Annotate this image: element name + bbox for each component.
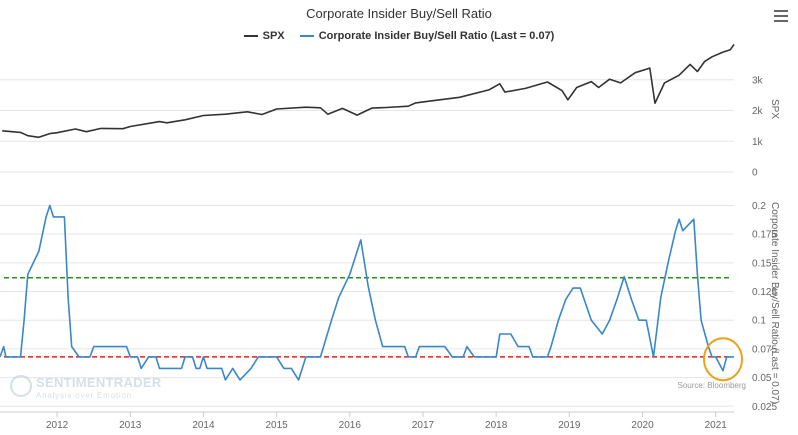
highlight-circle [703,337,744,382]
series-line-spx [2,44,735,139]
legend-swatch-spx [243,35,258,37]
y-tick-label-p1: 0.075 [752,344,777,355]
x-tick-label: 2012 [46,420,69,431]
legend[interactable]: SPX Corporate Insider Buy/Sell Ratio (La… [0,28,798,42]
x-tick-label: 2013 [119,420,142,431]
chart-menu-icon[interactable] [774,10,788,22]
source-credit: Source: Bloomberg [677,381,746,390]
sentimentrader-logo-icon [10,375,32,397]
y-tick-label-p1: 0.2 [752,201,766,212]
y-tick-label-p1: 0.1 [752,316,766,327]
x-tick-label: 2018 [485,420,508,431]
y-tick-label-p1: 0.125 [752,287,777,298]
watermark-name: SENTIMENTRADER [36,375,162,390]
y-tick-label-p1: 0.175 [752,230,777,241]
y-tick-label-p0: 1k [752,137,764,148]
y-tick-label-p0: 2k [752,106,764,117]
watermark-tagline: Analysis over Emotion [36,391,132,400]
legend-swatch-insider-ratio [299,35,314,37]
legend-label-spx: SPX [262,30,285,42]
series-line-insider-ratio [0,204,734,381]
y-tick-label-p1: 0.025 [752,402,777,413]
y-axis-title-p1: Corporate Insider Buy/Sell Ratio (Last =… [769,202,780,404]
x-tick-label: 2016 [339,420,362,431]
x-tick-label: 2021 [705,420,728,431]
legend-item-spx[interactable]: SPX [243,30,285,42]
y-axis-title-p0: SPX [769,99,780,119]
x-tick-label: 2017 [412,420,435,431]
x-tick-label: 2014 [192,420,215,431]
chart-title: Corporate Insider Buy/Sell Ratio [306,6,492,21]
x-tick-label: 2015 [265,420,288,431]
y-tick-label-p0: 0 [752,168,758,179]
y-tick-label-p1: 0.05 [752,373,772,384]
y-tick-label-p0: 3k [752,75,764,86]
y-tick-label-p1: 0.15 [752,258,772,269]
x-tick-label: 2019 [558,420,581,431]
x-tick-label: 2020 [631,420,654,431]
legend-item-insider-ratio[interactable]: Corporate Insider Buy/Sell Ratio (Last =… [299,30,555,42]
legend-label-insider-ratio: Corporate Insider Buy/Sell Ratio (Last =… [318,30,555,42]
